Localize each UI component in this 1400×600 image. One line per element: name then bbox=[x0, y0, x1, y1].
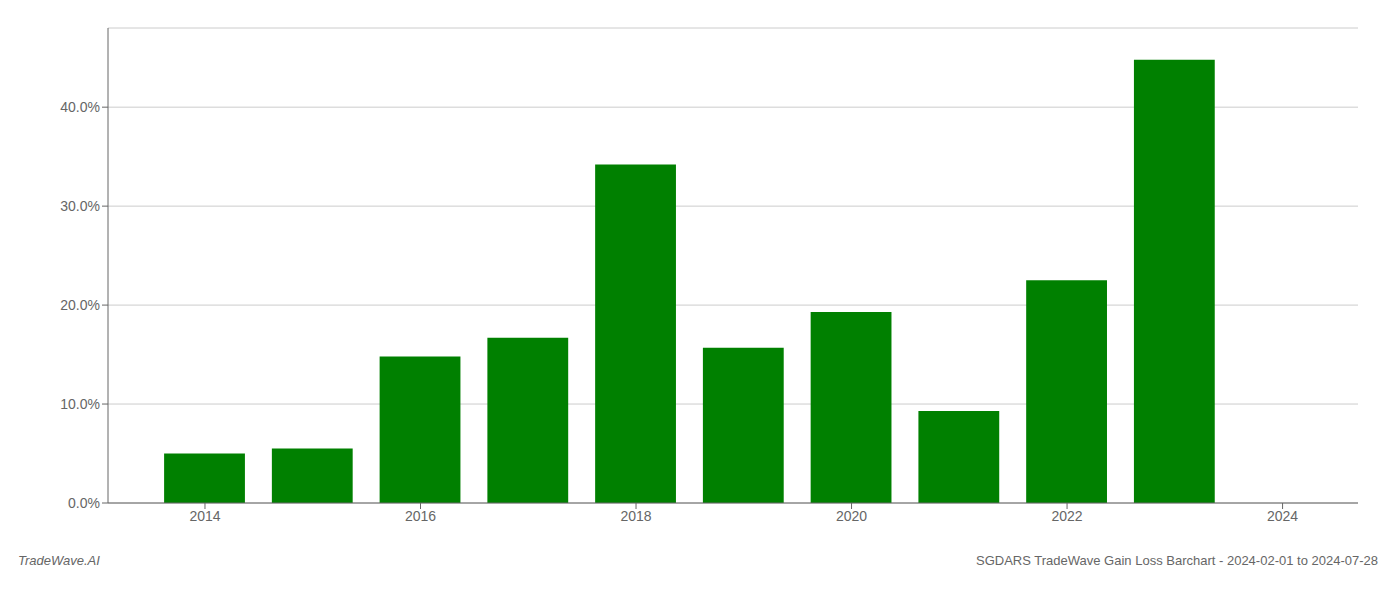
svg-text:20.0%: 20.0% bbox=[60, 297, 100, 313]
svg-text:2014: 2014 bbox=[189, 508, 220, 524]
html-text:SGDARS TradeWave Gain Loss Bar: SGDARS TradeWave Gain Loss Barchart - 20… bbox=[976, 553, 1378, 568]
svg-text:40.0%: 40.0% bbox=[60, 99, 100, 115]
svg-text:2020: 2020 bbox=[836, 508, 867, 524]
svg-text:0.0%: 0.0% bbox=[68, 495, 100, 511]
svg-text:2018: 2018 bbox=[620, 508, 651, 524]
svg-text:2024: 2024 bbox=[1267, 508, 1298, 524]
svg-text:2022: 2022 bbox=[1051, 508, 1082, 524]
html-text:TradeWave.AI: TradeWave.AI bbox=[18, 553, 100, 568]
svg-text:30.0%: 30.0% bbox=[60, 198, 100, 214]
svg-text:10.0%: 10.0% bbox=[60, 396, 100, 412]
svg-text:2016: 2016 bbox=[405, 508, 436, 524]
